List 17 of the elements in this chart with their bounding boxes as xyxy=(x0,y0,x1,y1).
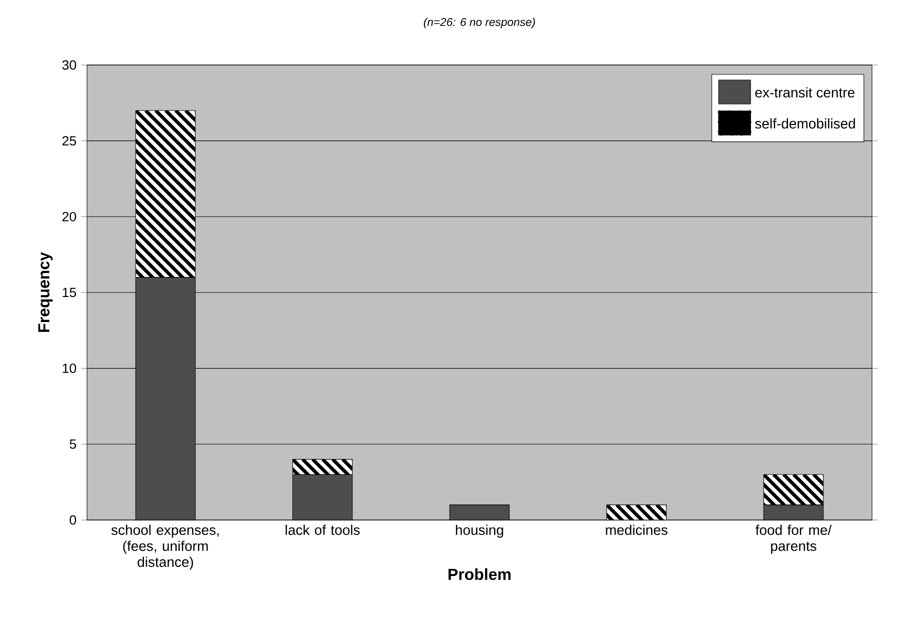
x-tick-label: lack of tools xyxy=(286,524,360,535)
legend-label: ex-transit centre xyxy=(755,87,854,98)
x-tick-label: housing xyxy=(456,524,504,538)
y-tick-label: 25 xyxy=(62,136,76,146)
x-tick-label: school expenses, (fees, uniform distance) xyxy=(111,524,219,570)
x-axis-title: Problem xyxy=(448,568,511,580)
y-tick-label: 20 xyxy=(62,212,76,222)
x-tick-label: medicines xyxy=(606,524,668,535)
chart-title: (n=26: 6 no response) xyxy=(424,18,535,28)
y-axis-title: Frequency xyxy=(38,252,53,332)
y-tick-label: 5 xyxy=(70,439,76,449)
y-tick-label: 0 xyxy=(70,515,76,525)
legend-label: self-demobilised xyxy=(755,118,855,129)
y-tick-label: 15 xyxy=(62,288,76,298)
y-tick-label: 30 xyxy=(62,60,76,70)
y-tick-label: 10 xyxy=(62,364,76,374)
x-tick-label: food for me/ parents xyxy=(756,524,832,554)
